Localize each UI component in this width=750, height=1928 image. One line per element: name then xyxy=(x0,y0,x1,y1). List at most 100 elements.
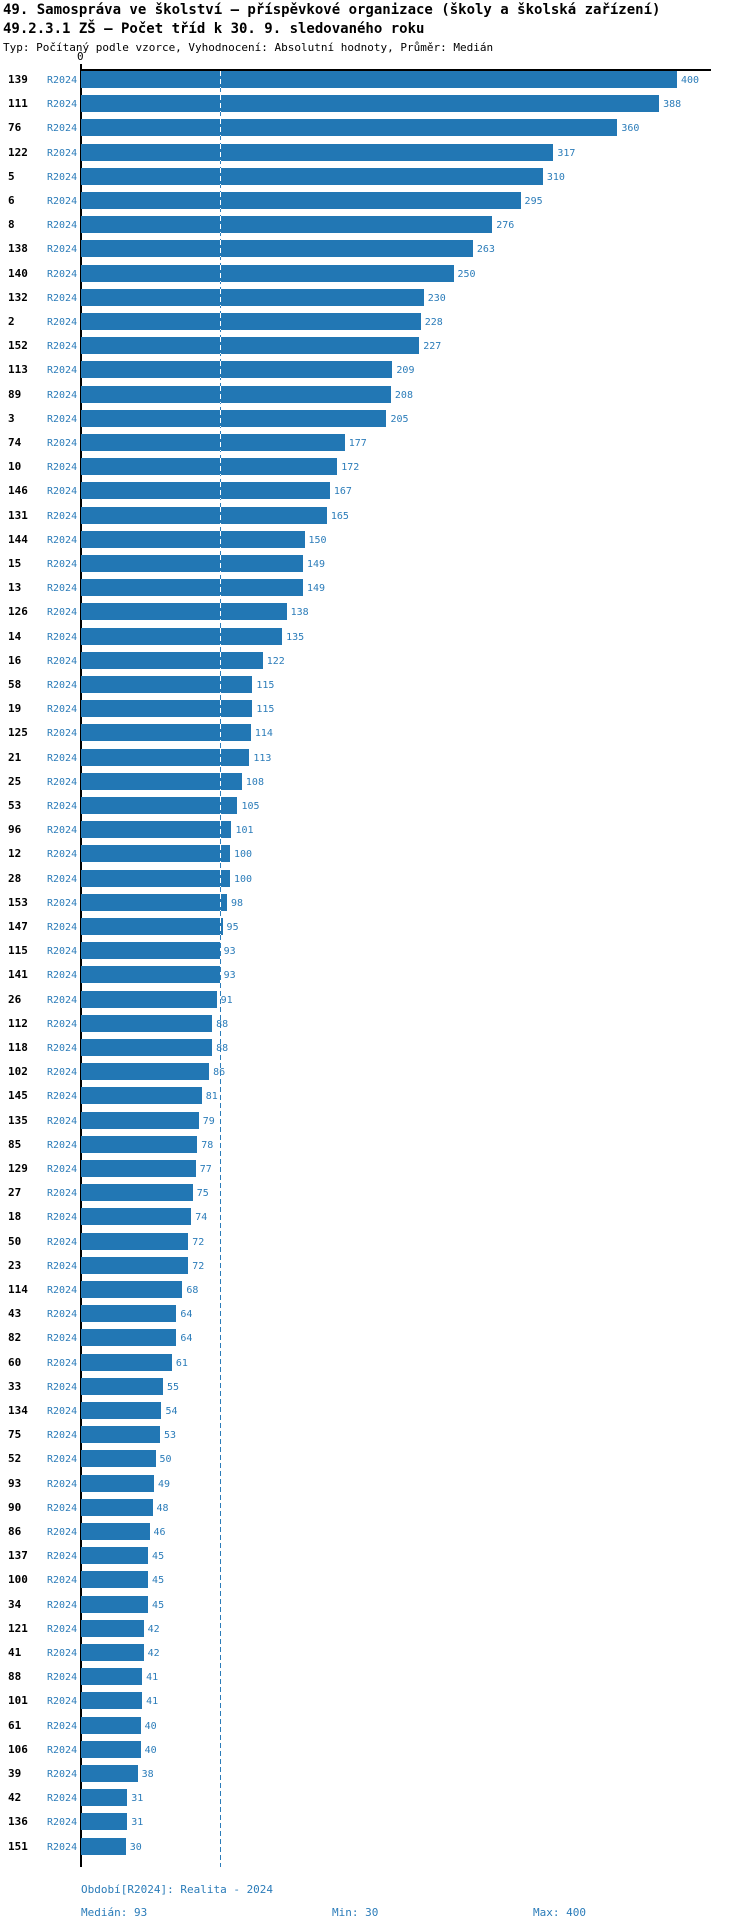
row-category-label: 12 xyxy=(8,847,22,861)
series-period-label: R2024 xyxy=(47,534,78,546)
bar xyxy=(81,1644,144,1661)
row-category-label: 121 xyxy=(8,1621,28,1635)
bar-value-label: 48 xyxy=(156,1502,169,1514)
bar-value-label: 115 xyxy=(256,704,275,716)
bar-row: 147 R2024 95 xyxy=(0,918,750,935)
row-category-label: 102 xyxy=(8,1065,28,1079)
series-period-label: R2024 xyxy=(47,946,78,958)
row-category-label: 146 xyxy=(8,484,28,498)
row-category-label: 115 xyxy=(8,944,28,958)
bar-row: 88 R2024 41 xyxy=(0,1668,750,1686)
median-line-on-bar xyxy=(219,724,221,742)
row-category-label: 2 xyxy=(8,315,15,328)
row-category-label: 3 xyxy=(8,411,15,425)
bar-value-label: 208 xyxy=(394,389,413,401)
series-period-label: R2024 xyxy=(47,970,78,982)
bar xyxy=(81,1837,126,1855)
bar-value-label: 75 xyxy=(196,1188,209,1200)
series-period-label: R2024 xyxy=(47,1309,78,1321)
median-line-on-bar xyxy=(219,579,221,597)
bar-value-label: 54 xyxy=(165,1406,178,1417)
bar-value-label: 100 xyxy=(234,849,253,861)
bar-value-label: 77 xyxy=(199,1164,212,1175)
bar-value-label: 310 xyxy=(546,171,565,183)
bar-value-label: 42 xyxy=(147,1623,160,1635)
bar-row: 34 R2024 45 xyxy=(0,1595,750,1613)
bar xyxy=(81,893,228,911)
series-period-label: R2024 xyxy=(47,220,78,232)
bar-row: 21 R2024 113 xyxy=(0,748,750,766)
median-line-on-bar xyxy=(219,434,221,451)
bar-row: 131 R2024 165 xyxy=(0,506,750,524)
series-period-label: R2024 xyxy=(47,147,78,159)
footer-max-label: Max: 400 xyxy=(533,1906,586,1919)
bar-value-label: 31 xyxy=(131,1817,144,1829)
row-category-label: 6 xyxy=(8,194,15,207)
bar-row: 140 R2024 250 xyxy=(0,264,750,282)
bar xyxy=(81,95,660,113)
bar-row: 74 R2024 177 xyxy=(0,434,750,451)
median-line-on-bar xyxy=(219,409,221,427)
row-category-label: 13 xyxy=(8,581,22,595)
bar xyxy=(81,627,283,645)
bar-value-label: 108 xyxy=(245,776,264,788)
bar-row: 52 R2024 50 xyxy=(0,1450,750,1468)
series-period-label: R2024 xyxy=(47,1067,78,1079)
median-line-on-bar xyxy=(219,676,221,693)
bar xyxy=(81,1523,150,1540)
row-category-label: 144 xyxy=(8,532,28,546)
series-period-label: R2024 xyxy=(47,849,78,861)
bar-row: 112 R2024 88 xyxy=(0,1014,750,1032)
row-category-label: 100 xyxy=(8,1573,28,1587)
series-period-label: R2024 xyxy=(47,171,78,183)
series-period-label: R2024 xyxy=(47,559,78,570)
bar-value-label: 45 xyxy=(152,1575,165,1587)
bar xyxy=(81,1571,149,1589)
bar xyxy=(81,724,251,742)
series-period-label: R2024 xyxy=(47,1454,78,1466)
row-category-label: 88 xyxy=(8,1670,22,1684)
series-period-label: R2024 xyxy=(47,631,78,643)
series-period-label: R2024 xyxy=(47,1672,78,1684)
row-category-label: 141 xyxy=(8,968,28,982)
bar xyxy=(81,1353,172,1371)
series-period-label: R2024 xyxy=(47,801,78,812)
row-category-label: 61 xyxy=(8,1718,22,1732)
median-line-on-bar xyxy=(219,264,221,282)
median-line-on-bar xyxy=(219,337,221,355)
median-line-on-bar xyxy=(219,385,221,403)
row-category-label: 28 xyxy=(8,871,22,885)
row-category-label: 96 xyxy=(8,823,22,837)
series-period-label: R2024 xyxy=(47,486,78,498)
bar-value-label: 38 xyxy=(141,1769,154,1780)
series-period-label: R2024 xyxy=(47,268,78,280)
bar-value-label: 100 xyxy=(234,873,253,885)
bar-value-label: 400 xyxy=(681,75,700,86)
series-period-label: R2024 xyxy=(47,244,78,256)
bar-value-label: 72 xyxy=(192,1260,205,1272)
row-category-label: 21 xyxy=(8,750,22,764)
series-period-label: R2024 xyxy=(47,341,78,353)
bar-value-label: 115 xyxy=(256,680,275,691)
series-period-label: R2024 xyxy=(47,292,78,304)
bar xyxy=(81,1329,177,1347)
bar xyxy=(81,506,327,524)
row-category-label: 122 xyxy=(8,145,28,159)
series-period-label: R2024 xyxy=(47,825,78,837)
bar-row: 136 R2024 31 xyxy=(0,1813,750,1831)
row-category-label: 5 xyxy=(8,169,15,183)
bar-row: 151 R2024 30 xyxy=(0,1837,750,1855)
bar-row: 23 R2024 72 xyxy=(0,1256,750,1274)
bar-row: 141 R2024 93 xyxy=(0,966,750,984)
bar-value-label: 68 xyxy=(186,1285,199,1296)
bar xyxy=(81,167,543,185)
series-period-label: R2024 xyxy=(47,704,78,716)
bar-row: 5 R2024 310 xyxy=(0,167,750,185)
bar xyxy=(81,482,330,500)
bar xyxy=(81,603,287,621)
bar xyxy=(81,1377,163,1395)
bar-value-label: 209 xyxy=(396,365,415,377)
series-period-label: R2024 xyxy=(47,1285,78,1296)
median-line-on-bar xyxy=(219,167,221,185)
series-period-label: R2024 xyxy=(47,1260,78,1272)
